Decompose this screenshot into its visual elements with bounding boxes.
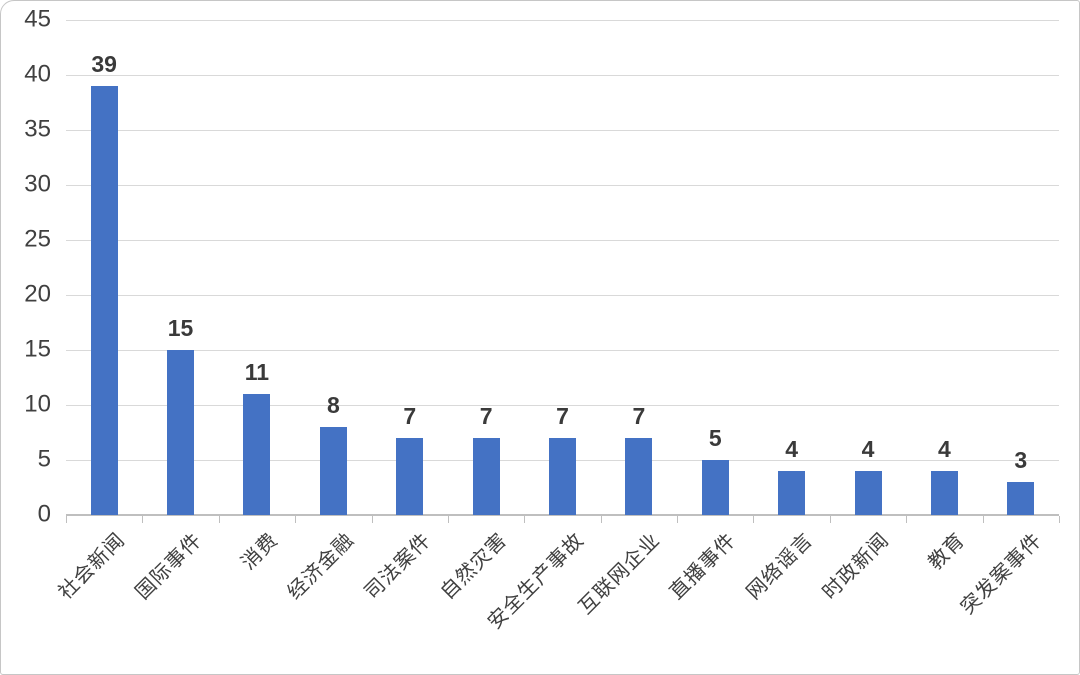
category-label: 教育 [924,529,970,575]
y-axis-tick-label: 20 [24,280,51,308]
y-gridline [66,20,1059,21]
category-label: 时政新闻 [818,529,894,604]
x-axis-tick [906,516,908,523]
bar-value-label: 8 [326,392,340,418]
bar [319,427,347,515]
y-axis-tick-label: 0 [37,500,51,528]
bar [472,438,500,515]
bar [396,438,424,515]
y-gridline [66,295,1059,296]
y-axis-tick-label: 10 [24,390,51,418]
category-label: 司法案件 [360,529,436,604]
y-axis-tick-label: 25 [24,225,51,253]
x-axis-tick [142,516,144,523]
y-gridline [66,75,1059,76]
bar-value-label: 3 [1014,447,1028,473]
bar [90,86,118,515]
bar-value-label: 4 [861,436,875,462]
bar-value-label: 7 [479,403,493,429]
y-gridline [66,405,1059,406]
x-axis-line [66,514,1059,516]
x-axis-tick [524,516,526,523]
category-label: 直播事件 [665,529,741,604]
bar [778,471,806,515]
category-label: 突发案事件 [956,529,1047,619]
bar-value-label: 39 [91,51,117,77]
bar-value-label: 11 [244,359,270,385]
bar-value-label: 15 [167,315,194,341]
bar [854,471,882,515]
x-axis-tick [600,516,602,523]
y-axis-tick-label: 5 [37,445,51,473]
bar [549,438,576,515]
bar-value-label: 7 [403,403,417,429]
y-gridline [66,130,1059,131]
category-label: 互联网企业 [574,529,665,619]
category-label: 自然灾害 [436,529,512,604]
bar-value-label: 4 [938,436,951,462]
y-gridline [66,185,1059,186]
x-axis-tick [66,516,67,523]
y-axis-tick-label: 30 [24,170,51,198]
x-axis-tick [1059,516,1060,523]
bar [167,350,195,515]
category-label: 经济金融 [283,529,359,604]
bar-value-label: 7 [556,403,569,429]
x-axis-tick [753,516,755,523]
x-axis-tick [677,516,679,523]
x-axis-tick [447,516,449,523]
category-label: 社会新闻 [54,529,130,604]
x-axis-tick [982,516,984,523]
y-axis-tick-label: 40 [24,60,51,88]
y-gridline [66,240,1059,241]
bar-value-label: 7 [632,403,646,429]
y-axis-tick-label: 35 [24,115,51,143]
y-gridline [66,350,1059,351]
x-axis-tick [295,516,297,523]
bar [625,438,653,515]
x-axis-tick [829,516,831,523]
y-axis-tick-label: 45 [24,5,51,33]
bar [930,471,958,515]
x-axis-tick [371,516,373,523]
bar [1007,482,1035,515]
bar-value-label: 5 [708,425,722,451]
bar [701,460,729,515]
category-label: 国际事件 [131,529,207,604]
x-axis-tick [218,516,220,523]
category-label: 消费 [237,529,283,575]
bar-value-label: 4 [785,436,799,462]
category-label: 网络谣言 [742,529,818,604]
y-axis-tick-label: 15 [24,335,51,363]
bar [243,394,271,515]
